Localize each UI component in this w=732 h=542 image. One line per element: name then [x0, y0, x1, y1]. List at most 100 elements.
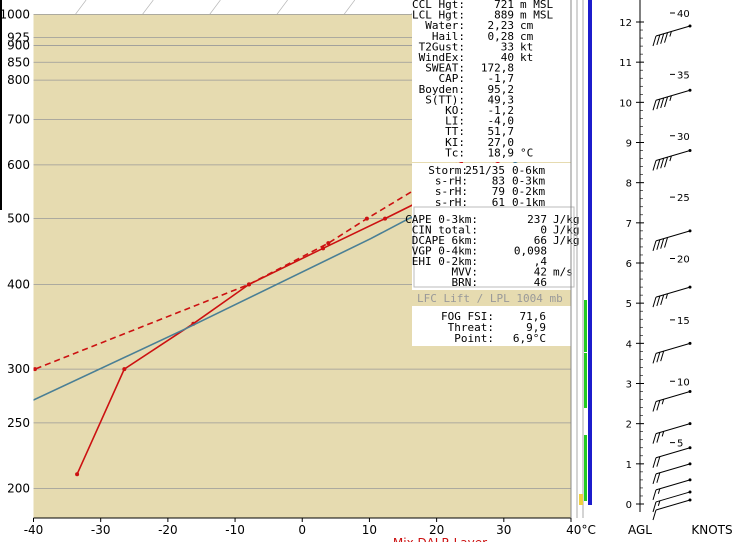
barb-staff: [655, 286, 691, 298]
barb-flag: [657, 500, 661, 506]
index-label: s-rH:: [435, 185, 468, 198]
height-tick-label: 3: [626, 380, 632, 391]
speed-tick-label: 30: [677, 132, 690, 143]
layer-bar: [588, 0, 592, 505]
barb-flag: [660, 158, 665, 169]
profile-point: [33, 367, 37, 372]
index-label: Boyden:: [419, 83, 465, 96]
index-value: 51,7: [488, 125, 515, 138]
barb-dot: [688, 88, 692, 92]
barb-flag: [661, 399, 665, 405]
profile-point: [75, 472, 80, 477]
index-label: CCL Hgt:: [412, 0, 465, 11]
index-label: Tc:: [445, 146, 465, 159]
y-tick-label: 1000: [0, 7, 30, 21]
index-value: 2,23: [488, 19, 515, 32]
index-label: s-rH:: [435, 196, 468, 209]
barb-flag: [660, 97, 665, 109]
barb-staff: [655, 491, 691, 503]
layer-yellow: [579, 494, 583, 505]
index-value: 79: [492, 185, 505, 198]
barb-dot: [688, 490, 692, 494]
wind-barb: [652, 88, 692, 111]
index-value: -1,2: [488, 104, 515, 117]
height-tick-label: 11: [619, 58, 632, 69]
y-tick-label: 300: [7, 362, 30, 376]
profile-point: [383, 216, 388, 221]
index-label: FOG FSI:: [441, 310, 494, 323]
index-label: LI:: [445, 115, 465, 128]
index-value: 61: [492, 196, 505, 209]
panel-background: [412, 306, 576, 346]
y-tick-label: 250: [7, 416, 30, 430]
index-value: 721: [494, 0, 514, 11]
index-label: Hail:: [432, 30, 465, 43]
barb-staff: [655, 423, 691, 435]
profile-point: [326, 241, 331, 246]
footer-label: Mix DALR Layer: [393, 536, 487, 542]
barb-flag: [656, 432, 661, 443]
index-label: EHI 0-2km:: [412, 255, 478, 268]
index-value: 46: [534, 276, 547, 289]
barb-flag: [664, 32, 668, 43]
y-tick-label: 600: [7, 158, 30, 172]
x-tick-label: 20: [429, 523, 444, 537]
barb-flag: [664, 157, 668, 168]
layer-green: [584, 435, 587, 501]
barb-flag: [660, 350, 665, 362]
barb-flag: [652, 489, 657, 501]
height-tick-label: 8: [626, 179, 632, 190]
barb-staff: [655, 25, 691, 37]
barb-dot: [688, 341, 692, 345]
wind-barb: [652, 149, 692, 171]
index-label: s-rH:: [435, 175, 468, 188]
barb-flag: [669, 95, 672, 101]
profile-line: [33, 112, 571, 371]
barb-flag: [656, 400, 661, 411]
profile-point: [321, 246, 326, 251]
panel-background: [412, 163, 576, 209]
index-unit: J/kg: [553, 224, 580, 237]
barb-flag: [656, 456, 661, 467]
barb-staff: [655, 479, 691, 491]
barb-staff: [655, 230, 691, 242]
speed-tick-label: 5: [677, 439, 683, 450]
index-value: 9,9: [526, 321, 546, 334]
index-label: CAP:: [439, 72, 466, 85]
layer-green: [584, 353, 587, 408]
index-label: S(TT):: [425, 93, 465, 106]
profile-line: [76, 122, 571, 475]
barb-flag: [652, 501, 657, 513]
barb-flag: [652, 240, 657, 252]
layer-green: [584, 300, 587, 352]
index-value: 42: [534, 266, 547, 279]
index-label: KI:: [445, 136, 465, 149]
barb-flag: [656, 352, 661, 363]
height-label: AGL: [628, 523, 652, 537]
index-label: CIN total:: [412, 224, 478, 237]
speed-tick-label: 20: [677, 255, 690, 266]
index-unit: m MSL: [520, 9, 553, 22]
index-unit: 0-6km: [512, 164, 545, 177]
wind-barb: [652, 478, 692, 501]
wind-barb: [652, 285, 692, 308]
index-label: BRN:: [452, 276, 479, 289]
wind-barb: [652, 24, 692, 47]
barb-dot: [688, 478, 692, 482]
index-value: 251/35: [465, 164, 505, 177]
barb-dot: [688, 498, 692, 502]
y-tick-label: 900: [7, 38, 30, 52]
barb-staff: [655, 150, 691, 162]
panel-background: [412, 0, 576, 162]
barb-flag: [652, 433, 657, 444]
index-value: 49,3: [488, 93, 515, 106]
barb-flag: [657, 488, 661, 494]
barb-flag: [664, 237, 668, 248]
speed-tick-label: 15: [677, 316, 690, 327]
barb-flag: [652, 35, 657, 47]
barb-dot: [688, 229, 692, 233]
index-value: 18,9: [488, 146, 515, 159]
index-label: SWEAT:: [425, 62, 465, 75]
x-tick-label: -10: [225, 523, 245, 537]
